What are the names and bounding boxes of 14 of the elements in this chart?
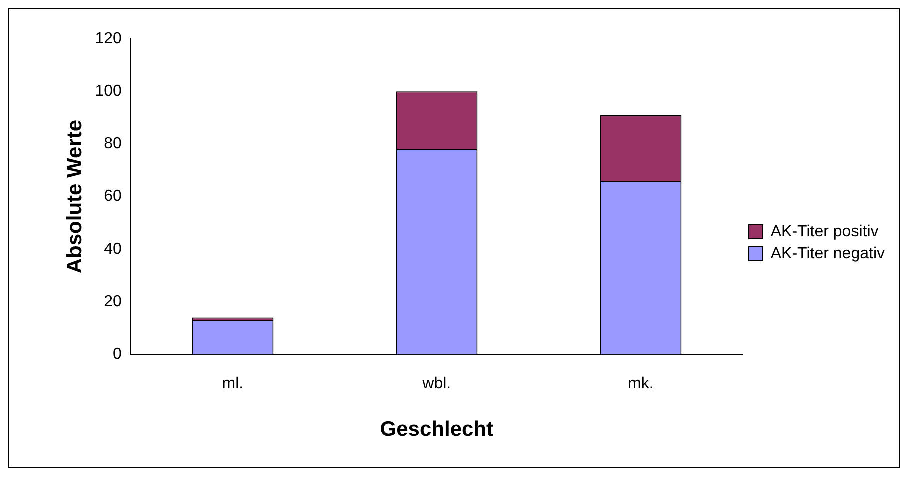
- x-tick-label: mk.: [628, 376, 654, 393]
- y-tick-label: 40: [104, 240, 122, 258]
- y-tick-label: 120: [95, 30, 122, 48]
- y-tick-label: 60: [104, 188, 122, 206]
- y-tick-label: 100: [95, 83, 122, 100]
- y-tick-label: 0: [112, 346, 122, 364]
- y-tick-label: 20: [104, 293, 122, 310]
- y-tick-label: 80: [104, 136, 122, 153]
- x-tick-label: wbl.: [422, 376, 452, 393]
- legend-label: AK-Titer negativ: [770, 245, 886, 262]
- x-axis-title: Geschlecht: [380, 418, 494, 442]
- y-axis-title: Absolute Werte: [63, 120, 86, 274]
- legend-label: AK-Titer positiv: [770, 223, 879, 240]
- x-tick-label: ml.: [222, 376, 244, 393]
